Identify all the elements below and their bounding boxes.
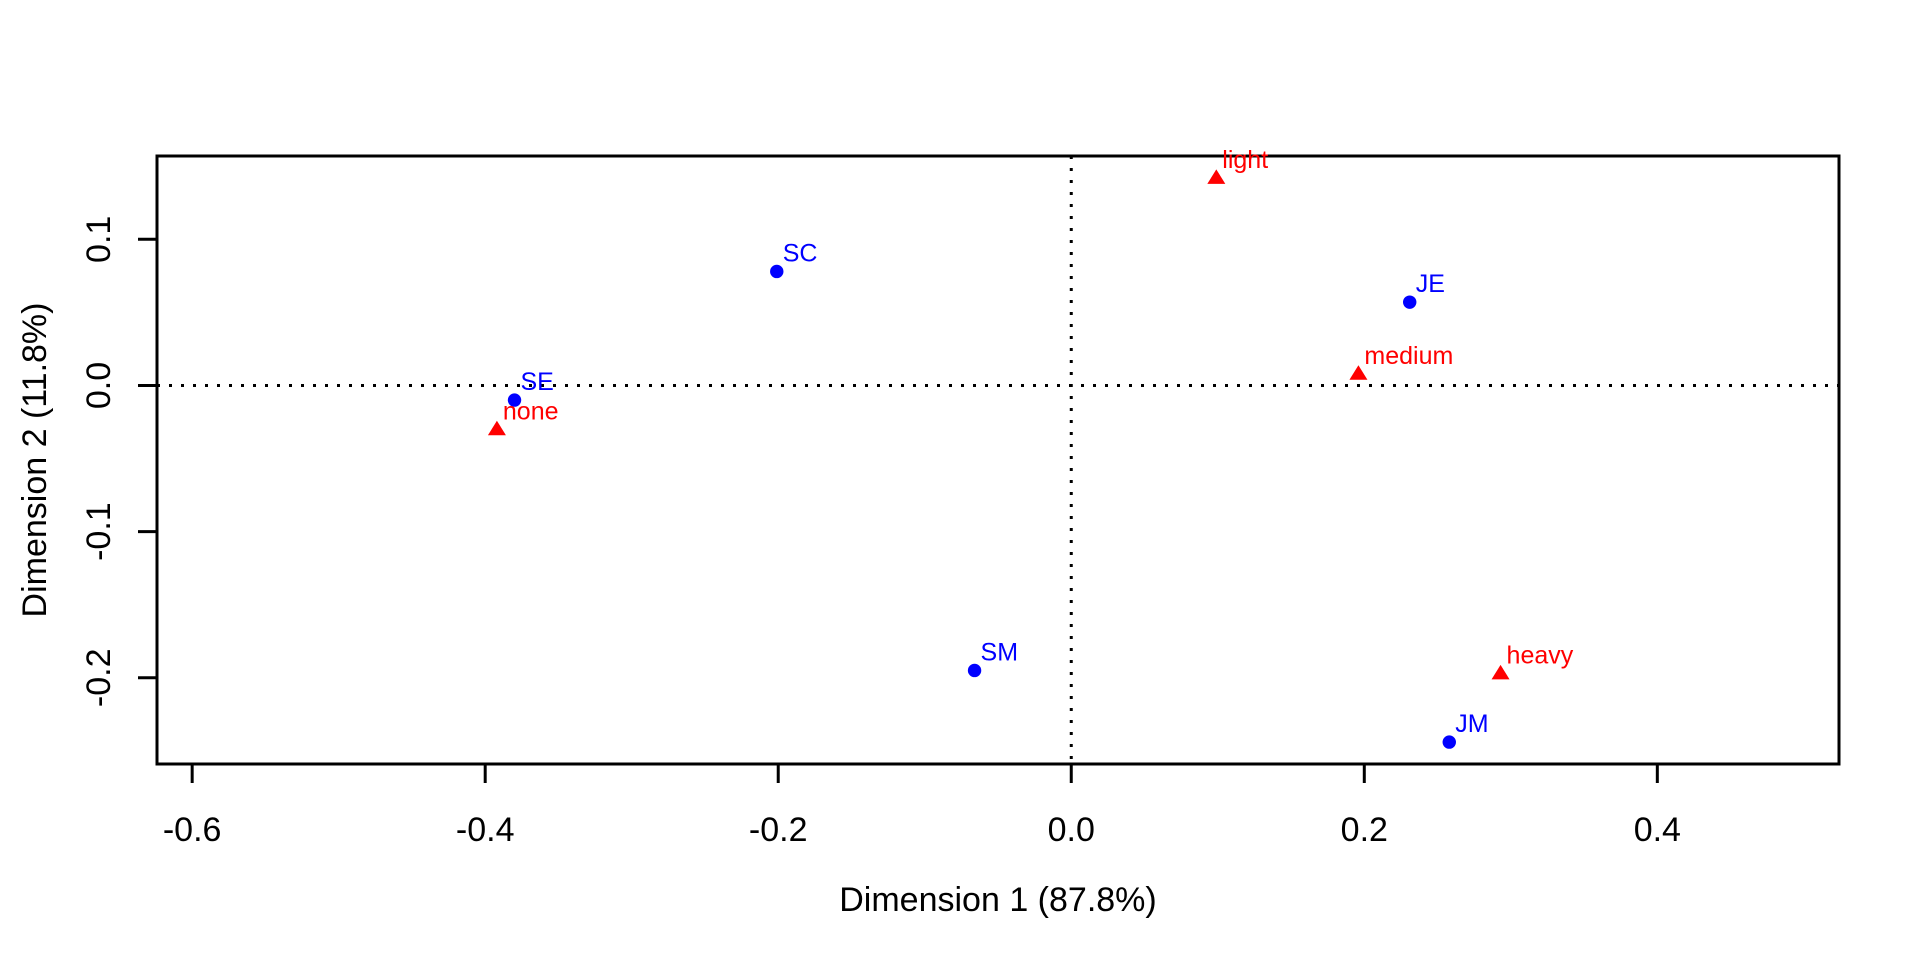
x-tick-label: -0.6	[163, 811, 222, 849]
y-axis-title: Dimension 2 (11.8%)	[16, 303, 54, 618]
x-axis-title: Dimension 1 (87.8%)	[839, 881, 1156, 919]
y-tick-label: -0.2	[80, 648, 118, 707]
data-point-triangle	[1207, 169, 1226, 184]
point-label: medium	[1364, 342, 1453, 370]
y-tick-label: 0.1	[80, 216, 118, 263]
data-point-circle	[770, 264, 784, 279]
x-tick-label: 0.0	[1048, 811, 1095, 849]
x-tick-label: -0.2	[749, 811, 808, 849]
point-labels: SC SE SM JE JM light none medium heavy	[503, 146, 1574, 738]
point-label: light	[1222, 146, 1268, 174]
y-tick-label: -0.1	[80, 502, 118, 561]
point-label: SM	[981, 638, 1019, 666]
reference-lines	[157, 156, 1839, 764]
data-point-triangle	[1349, 365, 1368, 380]
plot-border-box	[155, 154, 1841, 766]
x-tick-label: 0.2	[1341, 811, 1388, 849]
point-label: SE	[520, 368, 553, 396]
x-tick-label: -0.4	[456, 811, 515, 849]
point-label: JE	[1416, 270, 1445, 298]
data-point-circle	[967, 663, 982, 678]
point-label: JM	[1455, 710, 1488, 738]
data-point-circle	[507, 393, 522, 407]
data-point-circle	[1442, 735, 1456, 749]
point-label: heavy	[1507, 641, 1574, 669]
data-point-triangle	[487, 420, 506, 436]
x-axis: -0.6 -0.4 -0.2 0.0 0.2 0.4	[163, 764, 1681, 849]
y-tick-label: 0.0	[80, 362, 118, 409]
y-axis: 0.1 0.0 -0.1 -0.2	[80, 216, 157, 707]
point-label: SC	[783, 239, 818, 267]
x-tick-label: 0.4	[1634, 811, 1681, 849]
data-point-triangle	[1491, 664, 1510, 680]
data-points	[487, 169, 1510, 749]
point-label: none	[503, 397, 559, 425]
data-point-circle	[1403, 295, 1417, 309]
